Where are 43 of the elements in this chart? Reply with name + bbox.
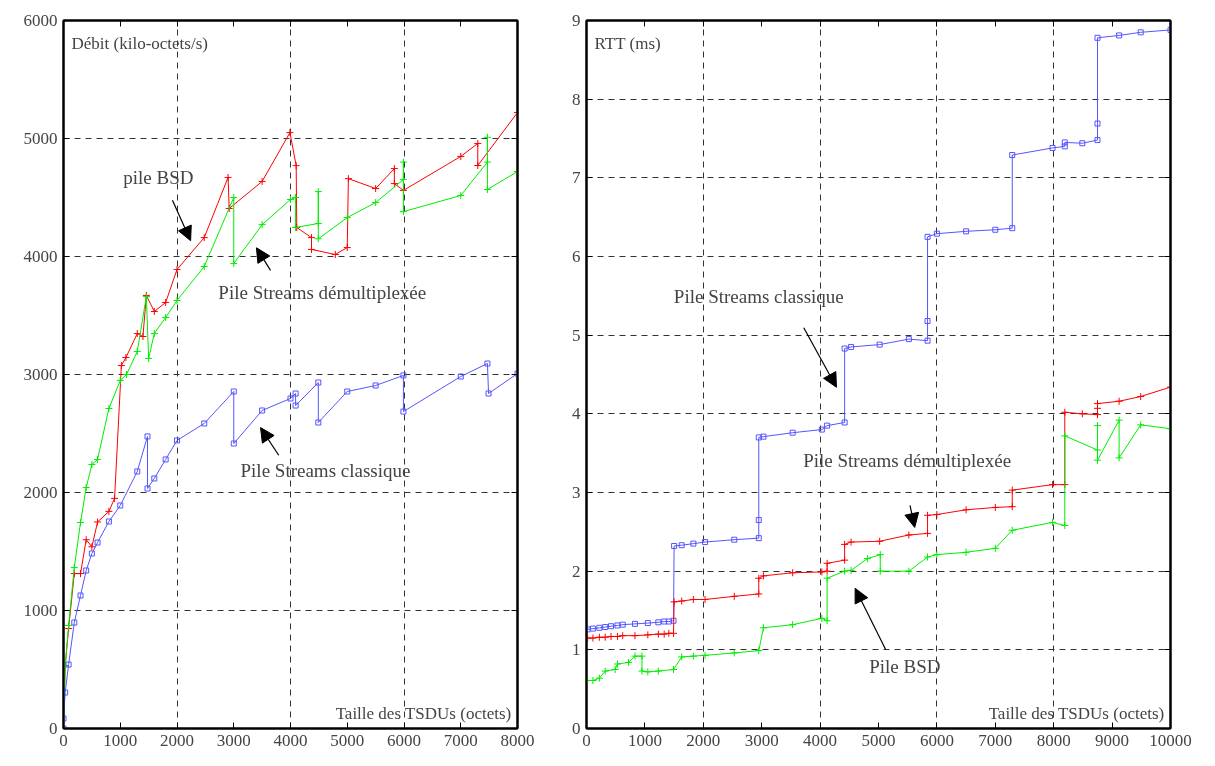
annotation: Pile Streams démultiplexée — [218, 281, 427, 303]
x-tick-label: 7000 — [978, 730, 1013, 750]
x-tick-label: 6000 — [919, 730, 954, 750]
x-tick-label: 5000 — [861, 730, 896, 750]
y-tick-label: 1 — [572, 640, 581, 660]
x-tick-label: 8000 — [1036, 730, 1071, 750]
x-tick-label: 3000 — [216, 730, 251, 750]
x-tick-label: 7000 — [443, 730, 478, 750]
y-tick-label: 2 — [572, 561, 581, 581]
x-tick-label: 3000 — [744, 730, 779, 750]
y-axis-title: Débit (kilo-octets/s) — [71, 33, 208, 53]
y-tick-label: 3 — [572, 483, 581, 502]
y-tick-label: 5000 — [23, 129, 58, 148]
x-tick-label: 5000 — [330, 730, 365, 750]
x-tick-label: 8000 — [500, 730, 535, 750]
y-axis-title: RTT (ms) — [594, 33, 661, 53]
y-tick-label: 9 — [572, 11, 581, 30]
y-tick-label: 6000 — [23, 11, 58, 30]
y-tick-label: 1000 — [23, 601, 58, 620]
x-axis-title: Taille des TSDUs (octets) — [335, 703, 512, 723]
annotation: Pile Streams démultiplexée — [803, 449, 1012, 471]
x-tick-label: 10000 — [1149, 730, 1192, 750]
x-tick-label: 1000 — [627, 730, 662, 750]
y-tick-label: 5 — [572, 325, 581, 345]
x-axis-title: Taille des TSDUs (octets) — [988, 703, 1165, 723]
y-tick-label: 6 — [572, 247, 581, 266]
x-tick-label: 4000 — [273, 730, 308, 750]
annotation: Pile Streams classique — [673, 286, 844, 308]
y-tick-label: 3000 — [23, 365, 58, 384]
y-tick-label: 2000 — [23, 483, 58, 502]
annotation: pile BSD — [123, 167, 194, 189]
x-tick-label: 9000 — [1095, 730, 1130, 750]
x-tick-label: 4000 — [803, 730, 838, 750]
y-tick-label: 4 — [572, 404, 581, 424]
y-tick-label: 8 — [572, 89, 581, 109]
x-tick-label: 1000 — [103, 730, 138, 750]
x-tick-label: 2000 — [686, 730, 721, 750]
y-tick-label: 7 — [572, 168, 581, 188]
x-tick-label: 6000 — [387, 730, 421, 750]
x-tick-label: 2000 — [160, 730, 194, 750]
annotation: Pile Streams classique — [240, 460, 411, 482]
y-tick-label: 4000 — [23, 247, 58, 266]
annotation: Pile BSD — [869, 655, 941, 677]
